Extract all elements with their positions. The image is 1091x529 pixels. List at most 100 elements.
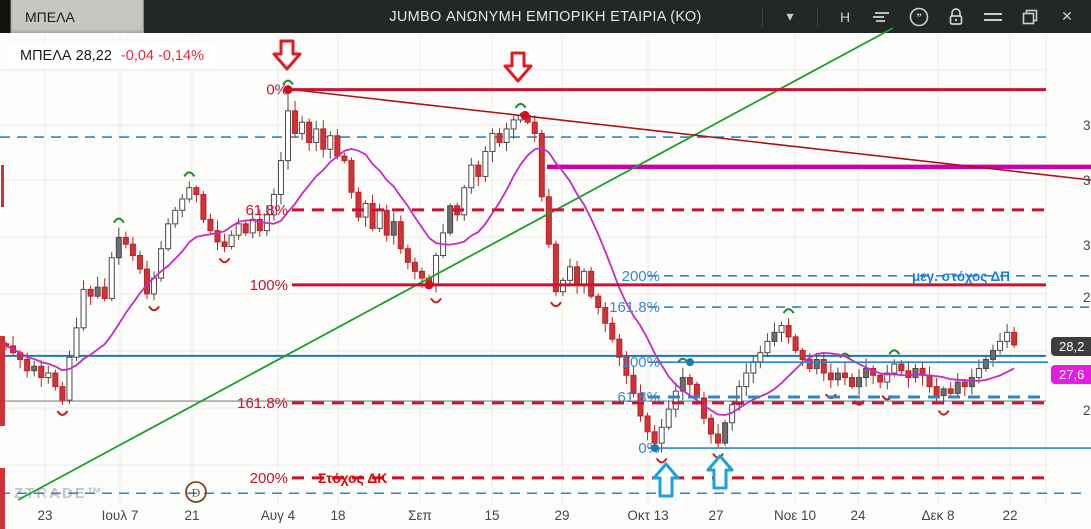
x-axis-label: 29 — [554, 508, 569, 523]
candle-body — [235, 223, 242, 236]
fib2-label-200%: 200% — [622, 268, 660, 285]
candle-body — [207, 218, 214, 232]
candle-body — [165, 223, 172, 250]
dividend-event-circle[interactable] — [185, 481, 207, 503]
candle-body — [376, 209, 383, 229]
candle-body — [722, 422, 729, 444]
x-axis-label: 27 — [708, 508, 723, 523]
candle-body — [66, 356, 73, 401]
tab-label: ΜΠΕΛΑ — [25, 8, 75, 25]
divider — [762, 6, 763, 27]
candle-body — [418, 270, 425, 279]
green-uptrend[interactable] — [17, 27, 894, 501]
x-axis-label: 15 — [484, 508, 499, 523]
candle-body — [313, 128, 320, 144]
chevron-down-icon[interactable]: ▾ — [786, 8, 794, 24]
tab-mpela[interactable]: ΜΠΕΛΑ — [11, 0, 144, 33]
candle-body — [609, 322, 616, 340]
candle-body — [285, 110, 291, 162]
candle-body — [299, 121, 306, 134]
fib1-label-161.8%: 161.8% — [237, 395, 288, 412]
candle-body — [193, 187, 200, 195]
annotation-μεγ.-στόχος-ΔΠ[interactable]: μεγ. στόχος ΔΠ — [912, 269, 1010, 284]
candle-body — [129, 243, 136, 257]
x-axis-label: Σεπ — [408, 508, 432, 523]
tab-strip-edge — [0, 0, 11, 33]
fib2-label-61.8%: 61.8% — [617, 389, 660, 406]
menu-icon[interactable] — [983, 7, 1003, 27]
candle-body — [122, 236, 129, 245]
candle-body — [954, 381, 961, 394]
up-arrow-annotation[interactable] — [706, 454, 734, 490]
candle-body — [390, 221, 397, 236]
down-arrow-annotation[interactable] — [272, 39, 302, 71]
quotes-icon[interactable]: ” — [909, 7, 929, 27]
candle-body — [841, 372, 848, 379]
candle-body — [990, 349, 996, 360]
fib2-label-161.8%: 161.8% — [609, 299, 660, 316]
candle-body — [849, 377, 855, 388]
candle-body — [545, 196, 552, 245]
candle-body — [891, 363, 898, 374]
lock-icon[interactable] — [946, 7, 966, 27]
candle-body — [884, 372, 891, 383]
candle-body — [820, 358, 827, 374]
candle-body — [686, 377, 693, 385]
candle-body — [136, 255, 143, 270]
candle-body — [228, 234, 235, 247]
darkred-downtrend[interactable] — [286, 88, 1091, 181]
edge-partial-candle — [1, 165, 4, 207]
candle-body — [799, 349, 806, 360]
candle-body — [94, 286, 101, 297]
x-axis-label: 22 — [1002, 508, 1017, 523]
candle-body — [320, 128, 327, 150]
candle-body — [242, 223, 249, 234]
x-axis-label: Νοε 10 — [774, 508, 816, 523]
annotation-Στόχος-ΔΚ[interactable]: Στόχος ΔΚ — [318, 470, 387, 486]
candle-body — [651, 431, 658, 444]
candle-body — [757, 352, 764, 363]
candle-body — [834, 372, 841, 381]
candle-body — [764, 340, 771, 354]
fib1-label-0%: 0% — [266, 82, 288, 99]
candle-body — [221, 241, 228, 247]
filter-icon[interactable] — [872, 7, 892, 27]
candle-body — [567, 266, 573, 281]
y-axis-label-partial: 3 — [1083, 238, 1091, 253]
quote-change: -0,04 -0,14% — [120, 48, 204, 64]
close-window-icon[interactable]: ✕ — [1061, 8, 1073, 24]
h-button[interactable]: H — [839, 8, 851, 25]
candle-body — [898, 363, 905, 372]
candle-body — [750, 361, 757, 374]
candle-body — [327, 135, 334, 150]
candle-body — [87, 288, 94, 297]
candle-body — [510, 119, 517, 130]
down-arrow-annotation[interactable] — [503, 51, 533, 83]
restore-window-icon[interactable] — [1020, 7, 1040, 27]
candle-body — [383, 209, 390, 236]
candle-body — [778, 325, 785, 333]
candle-body — [813, 358, 820, 370]
candle-body — [277, 160, 284, 195]
candle-body — [397, 221, 404, 250]
fractal-up-marker — [782, 308, 795, 314]
y-axis-label-partial: 3 — [1083, 118, 1091, 133]
candle-body — [214, 230, 221, 243]
candle-body — [806, 358, 813, 370]
candle-body — [24, 358, 31, 372]
quote-symbol-price: ΜΠΕΛΑ 28,22 — [20, 48, 112, 64]
candle-body — [144, 268, 150, 295]
candle-body — [306, 121, 313, 144]
fractal-down-marker — [655, 457, 668, 464]
candle-body — [975, 368, 982, 379]
candle-body — [31, 365, 38, 372]
candle-body — [926, 374, 933, 388]
candle-body — [292, 110, 299, 134]
up-arrow-annotation[interactable] — [652, 462, 680, 498]
svg-text:”: ” — [916, 11, 922, 23]
candle-body — [404, 248, 411, 263]
candle-body — [334, 135, 341, 157]
candle-body — [179, 198, 186, 211]
candle-body — [496, 132, 503, 144]
